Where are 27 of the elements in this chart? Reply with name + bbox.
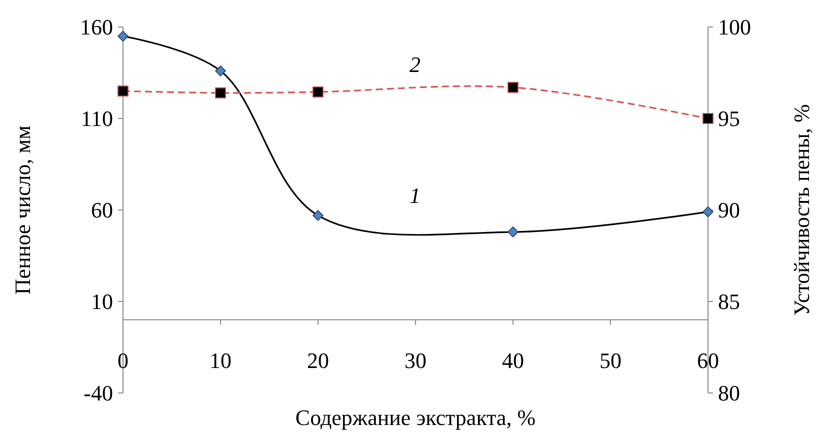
y-tick-label: 110: [80, 106, 113, 132]
point: [215, 87, 226, 98]
y-tick-label: 60: [91, 198, 113, 223]
y-tick-label: 160: [80, 14, 113, 40]
point: [508, 82, 518, 93]
x-tick-label: 30: [404, 348, 426, 373]
x-tick-label: 0: [118, 348, 128, 373]
x-tick-label: 20: [307, 348, 329, 373]
y2-tick-label: 95: [718, 106, 740, 132]
annotation: 1: [410, 183, 420, 208]
y-axis-title: Пенное число, мм: [10, 125, 35, 295]
x-tick-label: 40: [502, 348, 524, 373]
y2-tick-label: 90: [718, 198, 740, 223]
point: [312, 86, 324, 98]
y-tick-label: 10: [91, 289, 113, 314]
y2-tick-label: 80: [718, 380, 740, 406]
y2-tick-label: 85: [718, 289, 740, 314]
x-axis-title: Содержание экстракта, %: [295, 405, 536, 430]
annotation: 2: [410, 52, 420, 77]
y-tick-label: -40: [84, 380, 113, 406]
y2-tick-label: 100: [718, 14, 751, 40]
x-tick-label: 60: [697, 348, 719, 373]
point: [118, 86, 128, 97]
point: [702, 113, 714, 124]
y2-axis-title: Устойчивость пены, %: [789, 104, 814, 316]
x-tick-label: 10: [210, 348, 232, 373]
x-tick-label: 50: [600, 348, 622, 373]
